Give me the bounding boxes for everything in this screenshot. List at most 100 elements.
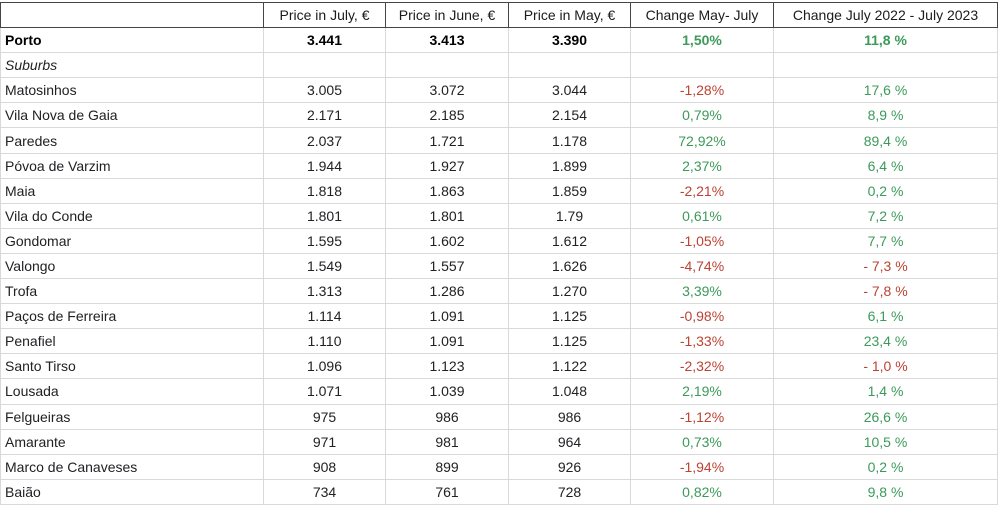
cell-price-june[interactable]: 1.557 [385,252,509,280]
cell-price-june[interactable]: 1.039 [385,378,509,405]
cell-municipality[interactable]: Amarante [0,428,264,455]
cell-change-may-july[interactable]: 2,37% [630,152,774,179]
cell-change-may-july[interactable]: 2,19% [630,378,774,405]
cell-price-june[interactable]: 1.123 [385,353,509,380]
cell-change-may-july[interactable]: 1,50% [630,27,774,54]
empty-cell[interactable] [263,52,386,79]
header-cell-empty[interactable] [0,1,264,29]
cell-price-may[interactable]: 1.859 [508,177,631,204]
cell-municipality[interactable]: Póvoa de Varzim [0,152,264,179]
header-cell-change-yoy[interactable]: Change July 2022 - July 2023 [773,1,998,29]
cell-price-may[interactable]: 986 [508,403,631,430]
cell-change-yoy[interactable]: 89,4 % [773,127,998,154]
cell-price-july[interactable]: 1.818 [263,177,386,204]
cell-price-may[interactable]: 964 [508,428,631,455]
cell-change-may-july[interactable]: 0,73% [630,428,774,455]
cell-price-july[interactable]: 1.944 [263,152,386,179]
cell-price-june[interactable]: 1.286 [385,278,509,305]
cell-price-july[interactable]: 1.114 [263,303,386,330]
cell-change-yoy[interactable]: 7,7 % [773,227,998,254]
cell-price-may[interactable]: 1.048 [508,378,631,405]
cell-change-yoy[interactable]: 7,2 % [773,202,998,229]
cell-price-july[interactable]: 975 [263,403,386,430]
cell-municipality[interactable]: Maia [0,177,264,204]
cell-municipality[interactable]: Lousada [0,378,264,405]
cell-price-july[interactable]: 908 [263,453,386,480]
cell-price-july[interactable]: 2.171 [263,102,386,129]
cell-price-may[interactable]: 1.125 [508,303,631,330]
cell-price-july[interactable]: 3.441 [263,27,386,54]
cell-municipality[interactable]: Marco de Canaveses [0,453,264,480]
cell-change-may-july[interactable]: 0,61% [630,202,774,229]
cell-price-june[interactable]: 981 [385,428,509,455]
cell-price-july[interactable]: 1.801 [263,202,386,229]
cell-price-july[interactable]: 1.071 [263,378,386,405]
cell-change-may-july[interactable]: -1,33% [630,328,774,355]
cell-change-yoy[interactable]: - 7,3 % [773,252,998,280]
cell-price-june[interactable]: 3.413 [385,27,509,54]
cell-change-yoy[interactable]: 8,9 % [773,102,998,129]
cell-change-may-july[interactable]: 3,39% [630,278,774,305]
cell-municipality[interactable]: Paredes [0,127,264,154]
cell-price-may[interactable]: 1.626 [508,252,631,280]
header-cell-price-may[interactable]: Price in May, € [508,1,631,29]
cell-price-june[interactable]: 1.602 [385,227,509,254]
header-cell-change-may-july[interactable]: Change May- July [630,1,774,29]
cell-municipality[interactable]: Porto [0,27,264,54]
cell-change-yoy[interactable]: 23,4 % [773,328,998,355]
cell-change-may-july[interactable]: 0,82% [630,478,774,505]
cell-price-july[interactable]: 1.096 [263,353,386,380]
cell-municipality[interactable]: Gondomar [0,227,264,254]
cell-municipality[interactable]: Baião [0,478,264,505]
cell-change-may-july[interactable]: -1,05% [630,227,774,254]
cell-change-yoy[interactable]: 0,2 % [773,177,998,204]
cell-municipality[interactable]: Trofa [0,278,264,305]
cell-municipality[interactable]: Valongo [0,252,264,280]
cell-change-may-july[interactable]: 0,79% [630,102,774,129]
cell-price-may[interactable]: 2.154 [508,102,631,129]
cell-municipality[interactable]: Vila do Conde [0,202,264,229]
cell-price-july[interactable]: 3.005 [263,77,386,104]
cell-price-may[interactable]: 1.270 [508,278,631,305]
cell-price-may[interactable]: 1.125 [508,328,631,355]
cell-change-yoy[interactable]: 6,1 % [773,303,998,330]
cell-change-yoy[interactable]: 1,4 % [773,378,998,405]
cell-price-may[interactable]: 1.178 [508,127,631,154]
cell-change-may-july[interactable]: 72,92% [630,127,774,154]
cell-price-may[interactable]: 1.79 [508,202,631,229]
cell-change-may-july[interactable]: -0,98% [630,303,774,330]
cell-change-may-july[interactable]: -1,12% [630,403,774,430]
cell-change-yoy[interactable]: 26,6 % [773,403,998,430]
cell-price-june[interactable]: 3.072 [385,77,509,104]
cell-change-yoy[interactable]: 11,8 % [773,27,998,54]
cell-price-june[interactable]: 2.185 [385,102,509,129]
cell-change-yoy[interactable]: - 1,0 % [773,353,998,380]
cell-change-may-july[interactable]: -2,21% [630,177,774,204]
cell-price-june[interactable]: 1.721 [385,127,509,154]
cell-price-may[interactable]: 1.612 [508,227,631,254]
section-label[interactable]: Suburbs [0,52,264,79]
cell-price-june[interactable]: 1.863 [385,177,509,204]
cell-change-yoy[interactable]: 17,6 % [773,77,998,104]
empty-cell[interactable] [773,52,998,79]
cell-price-may[interactable]: 1.899 [508,152,631,179]
cell-price-june[interactable]: 1.091 [385,303,509,330]
cell-price-june[interactable]: 761 [385,478,509,505]
cell-change-yoy[interactable]: 0,2 % [773,453,998,480]
cell-municipality[interactable]: Paços de Ferreira [0,303,264,330]
cell-price-june[interactable]: 1.927 [385,152,509,179]
cell-municipality[interactable]: Felgueiras [0,403,264,430]
cell-change-may-july[interactable]: -2,32% [630,353,774,380]
header-cell-price-july[interactable]: Price in July, € [263,1,386,29]
cell-change-yoy[interactable]: 10,5 % [773,428,998,455]
empty-cell[interactable] [385,52,509,79]
cell-price-may[interactable]: 728 [508,478,631,505]
cell-price-may[interactable]: 3.390 [508,27,631,54]
cell-price-july[interactable]: 1.110 [263,328,386,355]
cell-municipality[interactable]: Matosinhos [0,77,264,104]
cell-price-july[interactable]: 971 [263,428,386,455]
cell-change-yoy[interactable]: 6,4 % [773,152,998,179]
cell-change-yoy[interactable]: 9,8 % [773,478,998,505]
cell-price-june[interactable]: 1.801 [385,202,509,229]
empty-cell[interactable] [508,52,631,79]
